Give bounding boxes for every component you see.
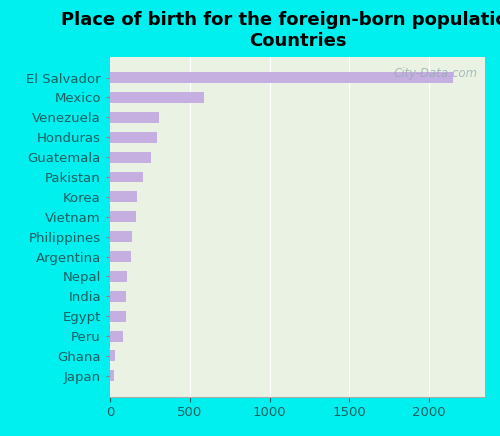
Bar: [110, 191, 137, 202]
Title: Place of birth for the foreign-born population -
Countries: Place of birth for the foreign-born popu…: [61, 11, 500, 50]
Bar: [110, 251, 130, 262]
Bar: [110, 211, 136, 222]
Bar: [110, 291, 126, 302]
Bar: [110, 112, 160, 123]
Bar: [110, 92, 204, 103]
Bar: [110, 311, 126, 322]
Bar: [110, 231, 132, 242]
Bar: [110, 370, 114, 382]
Bar: [110, 351, 116, 361]
Bar: [110, 132, 157, 143]
Bar: [110, 152, 150, 163]
Text: City-Data.com: City-Data.com: [394, 67, 477, 80]
Bar: [110, 330, 123, 341]
Bar: [110, 72, 453, 83]
Bar: [110, 171, 142, 183]
Bar: [110, 271, 127, 282]
